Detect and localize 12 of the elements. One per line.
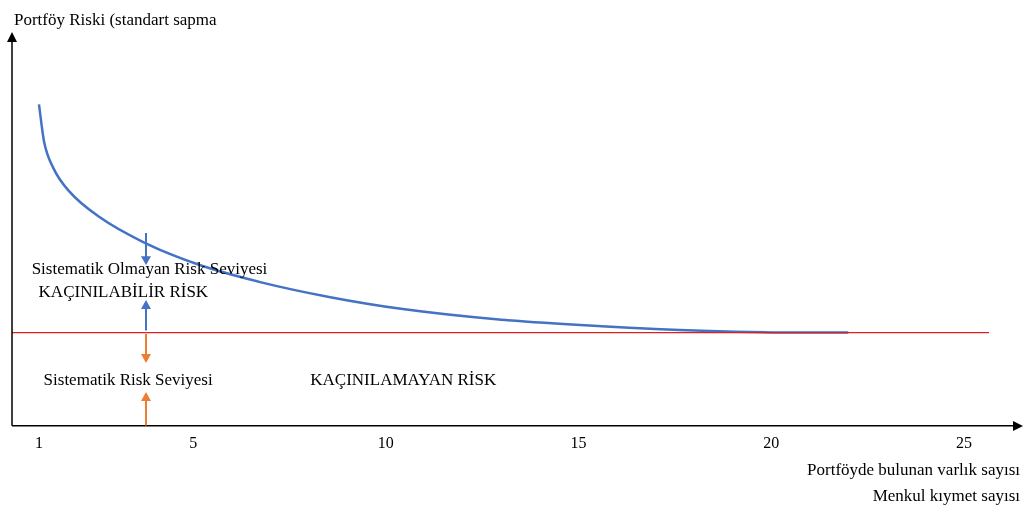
x-tick-label: 20 <box>763 433 780 451</box>
x-axis-title: Portföyde bulunan varlık sayısı Menkul kıymet sayısı <box>807 459 1021 505</box>
x-tick-label: 1 <box>34 433 43 451</box>
x-tick-label: 25 <box>955 433 972 451</box>
annotation: KAÇINILABİLİR RİSK <box>38 281 209 301</box>
x-tick-label: 15 <box>570 433 587 451</box>
annotation: KAÇINILAMAYAN RİSK <box>310 369 497 389</box>
annotation: Sistematik Olmayan Risk Seviyesi <box>31 259 268 279</box>
y-axis-title: Portföy Riski (standart sapma <box>14 9 218 29</box>
x-tick-label: 5 <box>189 433 198 451</box>
x-tick-label: 10 <box>377 433 394 451</box>
annotation: Sistematik Risk Seviyesi <box>43 369 213 389</box>
